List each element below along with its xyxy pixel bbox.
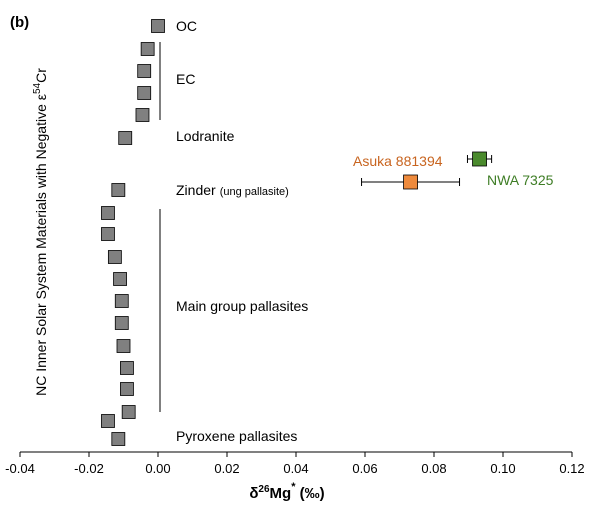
x-axis-title-main: Mg [270,485,292,502]
group-sublabel-zinder: (ung pallasite) [220,186,289,198]
y-axis-title-sup: 54 [32,82,43,94]
x-tick-label: -0.02 [74,461,104,476]
x-axis-title: δ26Mg* (‰) [249,481,324,502]
data-point [111,183,126,197]
sample-label-nwa: NWA 7325 [487,172,554,188]
y-axis-title-tail: Cr [33,68,49,83]
group-label-oc: OC [176,18,197,34]
data-point [116,339,131,353]
sample-point [472,151,487,167]
data-point [135,108,150,122]
group-points [101,19,165,446]
data-point [114,316,129,330]
x-axis-title-sup: 26 [258,484,270,495]
data-point [111,432,126,446]
x-tick-label: 0.02 [214,461,239,476]
data-point [114,294,129,308]
x-axis-ticks: -0.04 -0.02 0.00 0.02 0.04 0.06 0.08 0.10 0.12 [5,452,585,476]
data-point [140,42,155,56]
data-point [151,19,165,33]
y-axis-title: NC Inner Solar System Materials with Neg… [32,68,49,396]
data-point [101,227,115,241]
x-tick-label: 0.04 [283,461,308,476]
data-point [137,86,152,100]
group-label-lodranite: Lodranite [176,128,235,144]
sample-label-asuka: Asuka 881394 [353,153,443,169]
data-point [101,206,115,220]
x-tick-label: -0.04 [5,461,35,476]
group-label-pyroxene-pallasites: Pyroxene pallasites [176,428,297,444]
group-label-ec: EC [176,71,195,87]
x-tick-label: 0.12 [559,461,584,476]
x-tick-label: 0.08 [421,461,446,476]
panel-label: (b) [10,14,29,31]
sample-point [403,174,418,190]
data-point [137,64,152,78]
sample-points [361,151,493,190]
data-point [101,414,115,428]
data-point [113,272,127,286]
data-point [121,405,136,419]
data-point [120,361,134,375]
x-tick-label: 0.10 [490,461,515,476]
x-axis-title-star: * [291,481,296,493]
data-point [107,250,122,264]
x-axis-title-unit: (‰) [296,485,325,502]
data-point [120,382,134,396]
group-label-zinder: Zinder (ung pallasite) [176,182,289,198]
x-tick-label: 0.00 [145,461,170,476]
x-tick-label: 0.06 [352,461,377,476]
data-point [118,131,133,145]
group-label-main-group-pallasites: Main group pallasites [176,298,308,314]
